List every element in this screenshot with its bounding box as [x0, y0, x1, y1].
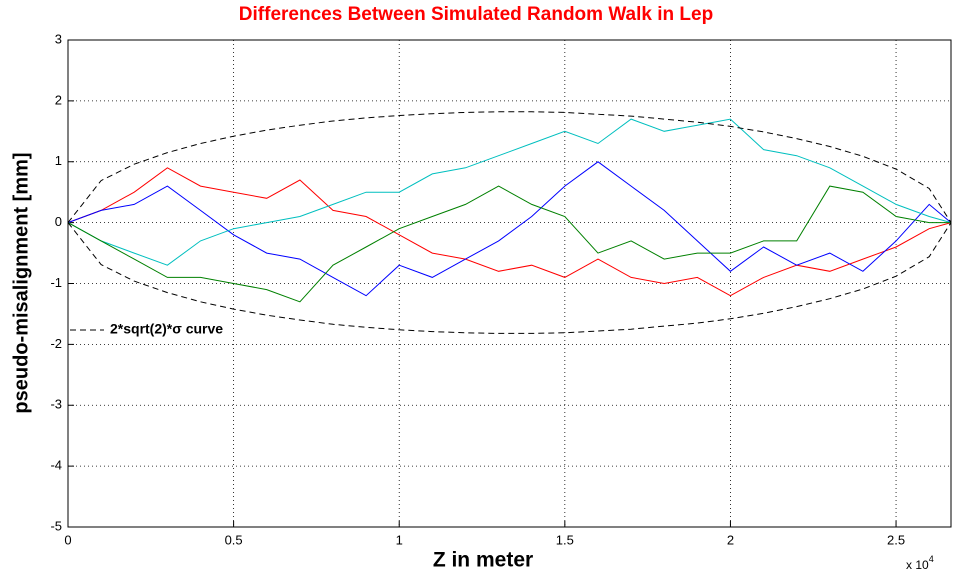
legend-label: 2*sqrt(2)*σ curve — [110, 321, 223, 337]
series-line — [67, 167, 952, 297]
x-tick-label: 2.5 — [887, 532, 905, 547]
y-tick-label: -1 — [50, 275, 62, 290]
x-tick-label: 0 — [64, 532, 71, 547]
y-tick-label: 0 — [55, 214, 62, 229]
y-tick-label: -3 — [50, 397, 62, 412]
series-line — [67, 185, 951, 303]
x-multiplier-exponent: 4 — [929, 554, 934, 564]
series-line — [67, 118, 952, 266]
y-tick-label: -5 — [50, 518, 62, 533]
chart-title: Differences Between Simulated Random Wal… — [239, 4, 713, 25]
y-axis-label: pseudo-misalignment [mm] — [10, 152, 32, 413]
x-tick-label: 2 — [727, 532, 734, 547]
plot-area — [68, 40, 951, 527]
y-tick-label: -2 — [50, 336, 62, 351]
x-tick-label: 1.5 — [556, 532, 574, 547]
x-multiplier-base: x 10 — [906, 558, 929, 572]
y-tick-label: 3 — [55, 31, 62, 46]
y-tick-label: 2 — [55, 92, 62, 107]
x-multiplier: x 104 — [906, 554, 934, 572]
x-tick-label: 1 — [396, 532, 403, 547]
x-tick-label: 0.5 — [225, 532, 243, 547]
y-tick-label: 1 — [55, 153, 62, 168]
series-line — [67, 161, 952, 297]
x-axis-label: Z in meter — [433, 549, 533, 572]
y-tick-label: -4 — [50, 458, 62, 473]
plot-frame — [67, 39, 952, 528]
